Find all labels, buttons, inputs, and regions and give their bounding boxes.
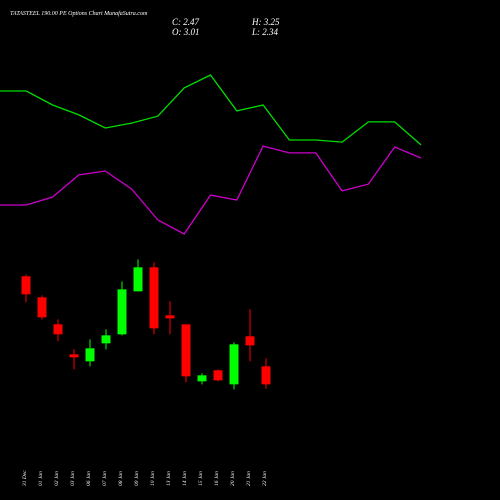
candle-body: [197, 375, 207, 382]
info-close: C: 2.47: [172, 17, 200, 27]
candle-body: [69, 354, 79, 358]
x-tick-label: 15 Jan: [198, 471, 204, 486]
x-tick-label: 22 Jan: [262, 471, 268, 486]
candle-body: [85, 348, 95, 362]
x-tick-label: 08 Jan: [118, 471, 124, 486]
x-tick-label: 09 Jan: [134, 471, 140, 486]
x-tick-label: 20 Jan: [230, 471, 236, 486]
candle-body: [229, 344, 239, 385]
x-tick-label: 03 Jan: [70, 471, 76, 486]
candle-body: [37, 297, 47, 318]
x-tick-label: 06 Jan: [86, 471, 92, 486]
candle-body: [165, 315, 175, 319]
x-tick-label: 02 Jan: [54, 471, 60, 486]
x-tick-label: 21 Jan: [246, 471, 252, 486]
candle-body: [133, 267, 143, 292]
x-tick-label: 13 Jan: [166, 471, 172, 486]
info-low: L: 2.34: [251, 27, 279, 37]
candle-body: [53, 324, 63, 335]
candle-body: [101, 335, 111, 344]
x-tick-label: 07 Jan: [102, 471, 108, 486]
x-tick-label: 16 Jan: [214, 471, 220, 486]
candle-body: [21, 276, 31, 295]
candle-body: [181, 324, 191, 377]
candle-body: [245, 336, 255, 346]
x-tick-label: 10 Jan: [150, 471, 156, 486]
indicator-line: [0, 145, 422, 235]
info-high: H: 3.25: [251, 17, 280, 27]
candle-body: [213, 370, 223, 381]
x-tick-label: 01 Jan: [38, 471, 44, 486]
candle-body: [261, 366, 271, 385]
indicator-line: [0, 74, 422, 146]
x-tick-label: 14 Jan: [181, 471, 188, 486]
chart-title: TATASTEEL 190.00 PE Options Chart Munafa…: [10, 10, 148, 17]
candle-body: [149, 267, 159, 329]
x-tick-label: 31 Dec: [22, 470, 28, 487]
candle-body: [117, 289, 127, 335]
info-open: O: 3.01: [172, 27, 200, 37]
